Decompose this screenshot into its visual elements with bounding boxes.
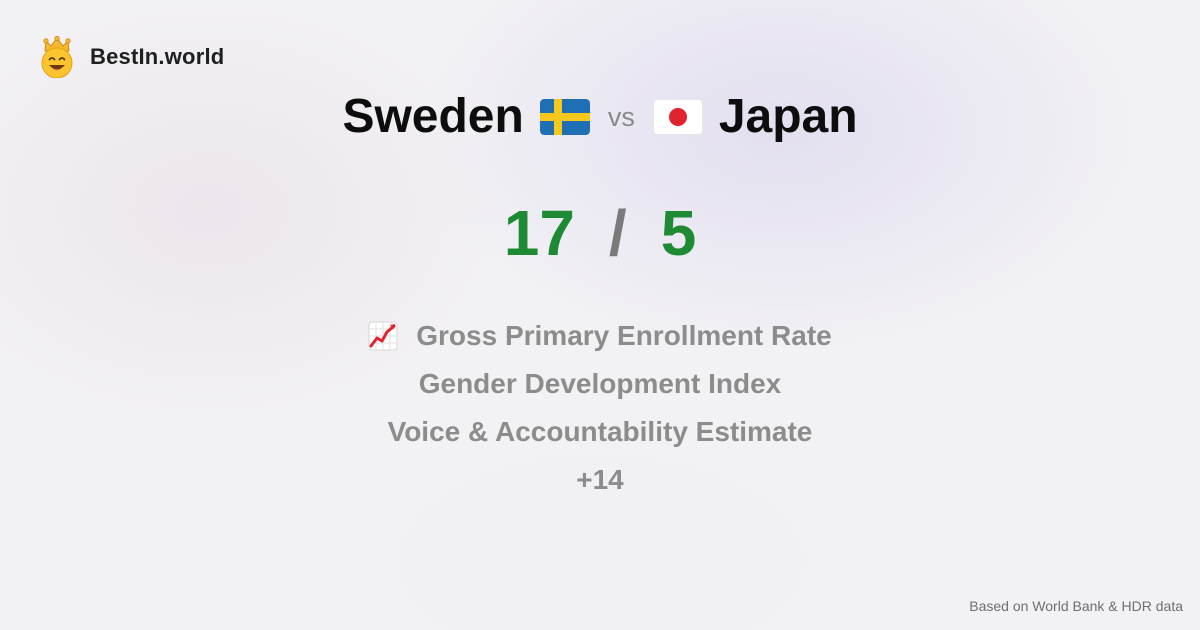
score-line: 17 / 5: [0, 196, 1200, 270]
sweden-flag-icon: [539, 99, 590, 135]
metric-item: Voice & Accountability Estimate: [388, 408, 813, 456]
metric-label: Voice & Accountability Estimate: [387, 416, 813, 447]
right-country-name: Japan: [718, 90, 858, 143]
comparison-title: Sweden vs Japan: [0, 88, 1200, 146]
right-score: 5: [660, 197, 697, 269]
score-separator: /: [608, 197, 627, 269]
brand-name: BestIn.world: [90, 44, 225, 69]
metrics-list: Gross Primary Enrollment Rate Gender Dev…: [0, 312, 1200, 504]
metric-label: Gender Development Index: [418, 368, 782, 399]
chart-increasing-icon: [368, 321, 398, 351]
more-metrics-label: +14: [576, 464, 624, 495]
left-score: 17: [503, 197, 575, 269]
metric-item: Gross Primary Enrollment Rate: [368, 312, 832, 360]
vs-label: vs: [607, 102, 635, 132]
data-source-note: Based on World Bank & HDR data: [969, 598, 1183, 614]
metric-label: Gross Primary Enrollment Rate: [416, 320, 832, 351]
japan-flag-icon: [652, 99, 703, 135]
crown-smiley-icon: [41, 36, 73, 78]
left-country-name: Sweden: [342, 90, 524, 143]
more-metrics-count: +14: [576, 456, 624, 504]
metric-item: Gender Development Index: [419, 360, 782, 408]
brand[interactable]: BestIn.world: [38, 36, 224, 78]
